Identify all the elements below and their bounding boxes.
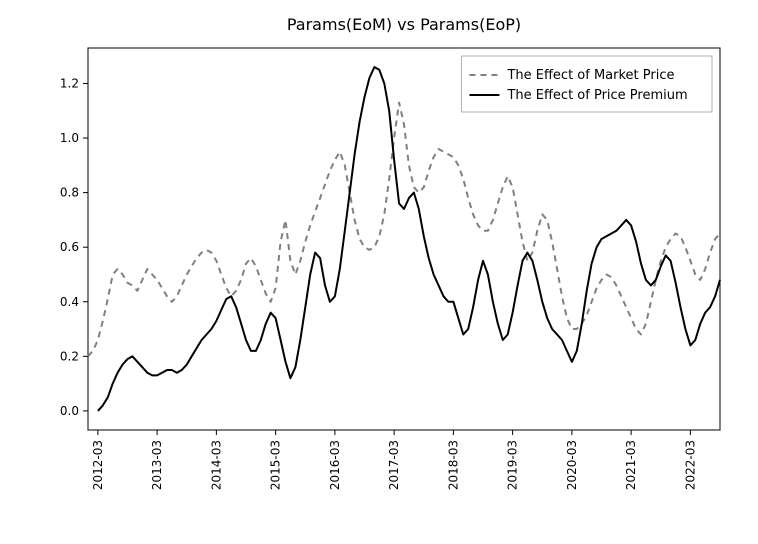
line-chart: 0.0 0.2 0.4 0.6 0.8 1.0 1.2 2012-03 2013-03 2014-… (0, 0, 758, 544)
x-tick-label: 2016-03 (328, 440, 342, 490)
x-tick-label: 2020-03 (565, 440, 579, 490)
x-tick-label: 2014-03 (209, 440, 223, 490)
x-tick-label: 2017-03 (387, 440, 401, 490)
y-tick-label: 0.6 (60, 240, 79, 254)
x-tick-label: 2013-03 (150, 440, 164, 490)
x-tick-label: 2015-03 (269, 440, 283, 490)
x-tick-label: 2018-03 (446, 440, 460, 490)
y-tick-label: 1.2 (60, 76, 79, 90)
y-tick-label: 0.4 (60, 295, 79, 309)
y-tick-label: 0.2 (60, 349, 79, 363)
legend (461, 56, 712, 112)
chart-title: Params(EoM) vs Params(EoP) (287, 15, 521, 34)
y-tick-label: 1.0 (60, 131, 79, 145)
y-tick-label: 0.0 (60, 404, 79, 418)
x-tick-label: 2021-03 (624, 440, 638, 490)
chart-container: 0.0 0.2 0.4 0.6 0.8 1.0 1.2 2012-03 2013-03 2014-… (0, 0, 758, 544)
x-tick-label: 2019-03 (506, 440, 520, 490)
x-tick-label: 2012-03 (91, 440, 105, 490)
legend-label: The Effect of Price Premium (506, 88, 687, 103)
y-tick-label: 0.8 (60, 186, 79, 200)
x-tick-label: 2022-03 (683, 440, 697, 490)
legend-label: The Effect of Market Price (506, 68, 674, 83)
